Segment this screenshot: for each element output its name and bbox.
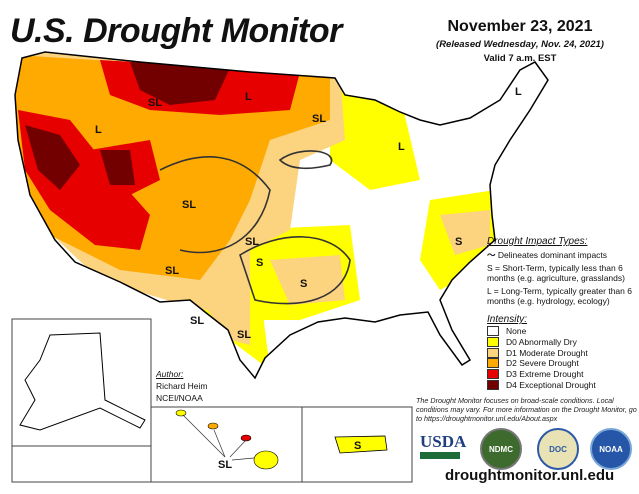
legend-item: D0 Abnormally Dry (487, 337, 596, 348)
author-block: Author: Richard Heim NCEI/NOAA (156, 369, 208, 403)
svg-text:S: S (455, 236, 462, 248)
hawaii-inset: SL (175, 409, 279, 471)
alaska-inset (19, 332, 146, 431)
svg-text:S: S (354, 440, 361, 452)
legend-label: D2 Severe Drought (506, 358, 579, 369)
legend-swatch (487, 369, 499, 380)
legend-label: None (506, 326, 527, 337)
intensity-legend: Intensity: None D0 Abnormally Dry D1 Moder… (487, 314, 596, 390)
legend-label: D3 Extreme Drought (506, 369, 584, 380)
svg-text:SL: SL (148, 97, 162, 109)
legend-item: None (487, 326, 596, 337)
inset-frames (11, 318, 413, 483)
legend-swatch (487, 379, 499, 390)
author-org: NCEI/NOAA (156, 393, 203, 403)
legend-item: D1 Moderate Drought (487, 347, 596, 358)
legend-label: D4 Exceptional Drought (506, 379, 596, 390)
legend-item: D4 Exceptional Drought (487, 379, 596, 390)
map-date: November 23, 2021 (447, 18, 593, 35)
legend-label: D0 Abnormally Dry (506, 337, 577, 348)
boundary-line-icon: 〜 (487, 250, 496, 260)
noaa-logo: NOAA (590, 428, 632, 470)
usda-logo: USDA (420, 432, 467, 451)
page-title: U.S. Drought Monitor (10, 12, 342, 50)
svg-text:SL: SL (237, 329, 251, 341)
puerto-rico-inset: S (334, 435, 388, 454)
legend-label: D1 Moderate Drought (506, 347, 588, 358)
legend-item: D3 Extreme Drought (487, 369, 596, 380)
conus-outline (14, 51, 549, 380)
legend-swatch (487, 337, 499, 348)
impact-labels: SL L L SL L L SL SL S SL S SL SL S (95, 86, 522, 341)
release-date: (Released Wednesday, Nov. 24, 2021) (436, 39, 604, 50)
svg-text:SL: SL (245, 236, 259, 248)
svg-text:SL: SL (165, 265, 179, 277)
doc-seal-logo: DOC (537, 428, 579, 470)
footnote: The Drought Monitor focuses on broad-sca… (416, 396, 637, 423)
svg-text:SL: SL (312, 113, 326, 125)
legend-item: D2 Severe Drought (487, 358, 596, 369)
impact-boundaries (159, 150, 351, 305)
ndmc-logo: NDMC (480, 428, 522, 470)
legend-swatch (487, 347, 499, 358)
legend-swatch (487, 326, 499, 337)
impact-types-legend: Drought Impact Types: 〜 Delineates domin… (487, 236, 632, 307)
svg-text:SL: SL (182, 199, 196, 211)
svg-text:L: L (95, 124, 102, 136)
usda-logo-bar (420, 452, 460, 459)
valid-time: Valid 7 a.m. EST (483, 53, 557, 64)
author-name: Richard Heim (156, 381, 208, 391)
svg-text:SL: SL (190, 315, 204, 327)
svg-text:L: L (515, 86, 522, 98)
legend-swatch (487, 358, 499, 369)
svg-text:S: S (256, 257, 263, 269)
website-url[interactable]: droughtmonitor.unl.edu (445, 467, 615, 484)
svg-text:L: L (245, 91, 252, 103)
svg-text:SL: SL (218, 459, 232, 471)
svg-text:S: S (300, 278, 307, 290)
svg-text:L: L (398, 141, 405, 153)
